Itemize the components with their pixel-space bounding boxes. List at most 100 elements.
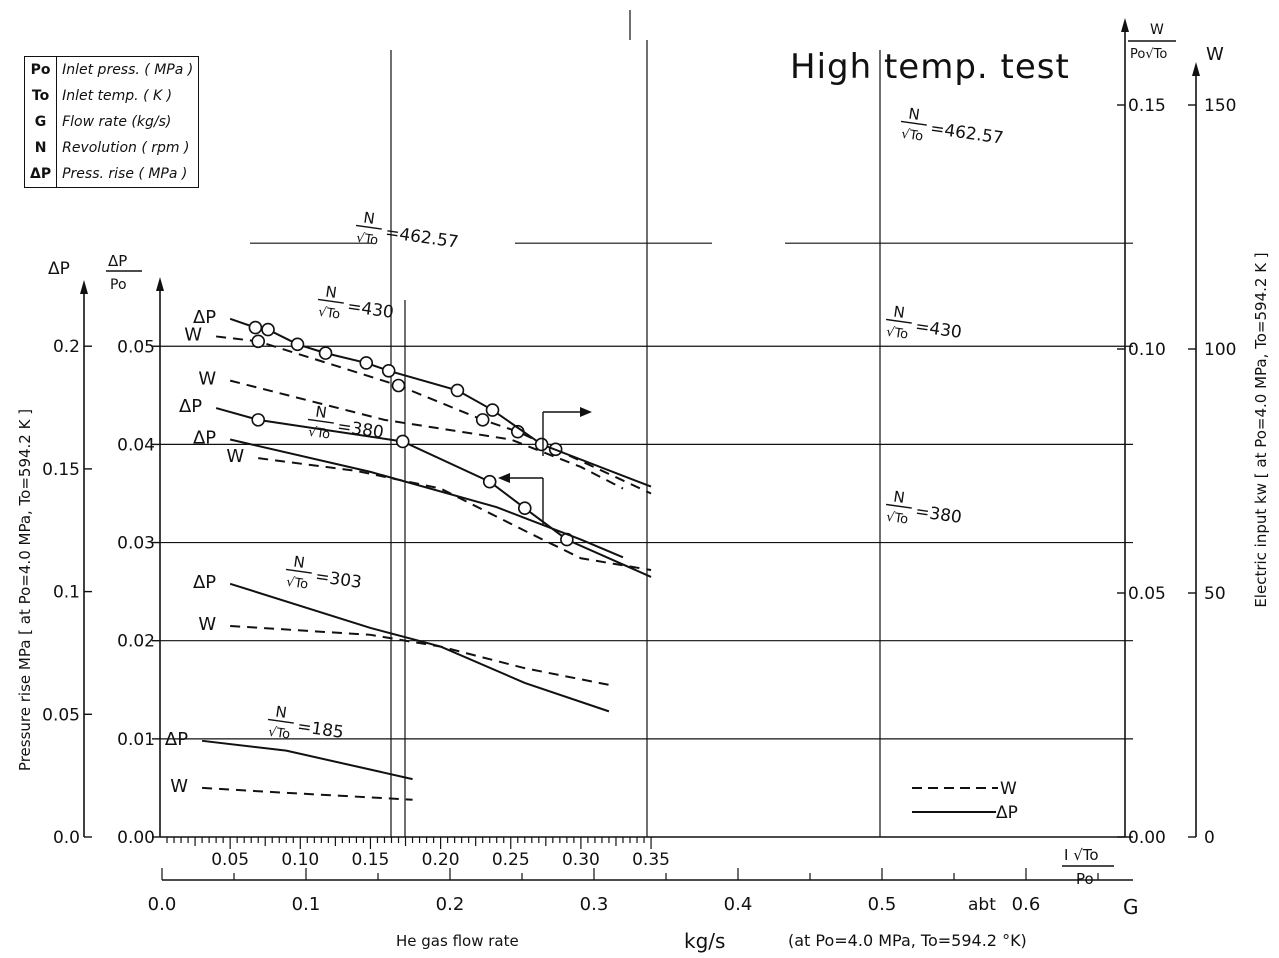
x-flow-tick-label: 0.0 xyxy=(148,894,177,915)
data-point-marker xyxy=(450,383,465,398)
speed-annotation-den: √To xyxy=(900,127,924,145)
data-point-marker xyxy=(290,337,305,352)
right-inner-tick-label: 0.05 xyxy=(1128,584,1166,604)
series-line-w xyxy=(216,335,652,495)
speed-annotation-bar xyxy=(285,568,312,574)
speed-annotation-value: =462.57 xyxy=(384,223,460,253)
left-outer-axis-arrow xyxy=(80,280,88,294)
right-outer-tick-label: 0 xyxy=(1204,828,1215,848)
x-flow-tick-label: 0.1 xyxy=(292,894,321,915)
series-line-w xyxy=(202,786,413,801)
data-point-marker xyxy=(485,403,500,417)
legend-description: Revolution ( rpm ) xyxy=(56,135,200,161)
speed-annotation-value: =430 xyxy=(346,297,395,323)
speed-annotation-n: N xyxy=(324,283,338,302)
legend-w-label: W xyxy=(1000,779,1017,799)
series-line-dp xyxy=(201,739,413,781)
data-point-marker xyxy=(261,322,275,337)
legend-description: Press. rise ( MPa ) xyxy=(56,161,200,188)
speed-annotation-n: N xyxy=(892,303,906,322)
x-flow-axis-condition: (at Po=4.0 MPa, To=594.2 °K) xyxy=(788,931,1027,950)
symbol-legend-table: Po Inlet press. ( MPa ) To Inlet temp. (… xyxy=(23,56,200,188)
series-label: ΔP xyxy=(193,572,216,593)
x-reduced-tick-label: 0.05 xyxy=(211,850,249,870)
x-flow-axis-label: He gas flow rate xyxy=(396,932,519,950)
left-outer-axis-symbol: ΔP xyxy=(48,259,70,279)
data-point-marker xyxy=(391,378,406,393)
x-reduced-tick-label: 0.20 xyxy=(422,850,460,870)
speed-annotation-n: N xyxy=(314,403,328,422)
legend-row: N Revolution ( rpm ) xyxy=(23,135,200,161)
x-flow-axis-end-label: G xyxy=(1123,895,1139,919)
x-flow-tick-label: 0.5 xyxy=(868,894,897,915)
legend-row: ΔP Press. rise ( MPa ) xyxy=(23,161,200,188)
left-inner-tick-label: 0.01 xyxy=(117,730,155,750)
data-point-marker xyxy=(251,413,266,427)
speed-annotation-bar xyxy=(900,120,927,126)
speed-annotation: N √To =462.57 xyxy=(355,209,460,253)
speed-annotation-den: √To xyxy=(885,510,909,528)
left-inner-axis-symbol-top: ΔP xyxy=(108,252,127,270)
speed-annotation-den: √To xyxy=(355,231,379,249)
speed-annotation-den: √To xyxy=(307,425,331,443)
x-reduced-tick-label: 0.15 xyxy=(352,850,390,870)
speed-annotation-bar xyxy=(885,318,912,324)
data-point-marker xyxy=(381,363,396,378)
legend-description: Inlet temp. ( K ) xyxy=(56,83,200,109)
left-outer-axis-label: Pressure rise MPa [ at Po=4.0 MPa, To=59… xyxy=(16,409,34,771)
series-label: W xyxy=(170,776,188,797)
speed-annotation: N √To =303 xyxy=(285,553,363,593)
right-outer-tick-label: 150 xyxy=(1204,96,1236,116)
left-inner-tick-label: 0.05 xyxy=(117,337,155,357)
speed-annotation-bar xyxy=(355,224,382,230)
speed-annotation-n: N xyxy=(907,105,921,124)
legend-symbol: G xyxy=(23,109,58,135)
left-outer-tick-label: 0.1 xyxy=(53,583,80,603)
speed-annotation-den: √To xyxy=(267,725,291,743)
x-reduced-axis-label-top: I √To xyxy=(1064,846,1099,864)
speed-annotation-n: N xyxy=(274,703,288,722)
series-label: W xyxy=(226,446,244,467)
x-flow-tick-label: 0.2 xyxy=(436,894,465,915)
right-outer-tick-label: 100 xyxy=(1204,340,1236,360)
legend-symbol: ΔP xyxy=(23,161,58,188)
data-point-marker xyxy=(475,413,490,427)
right-outer-tick-label: 50 xyxy=(1204,584,1226,604)
right-inner-tick-label: 0.10 xyxy=(1128,340,1166,360)
left-outer-tick-label: 0.0 xyxy=(53,828,80,848)
speed-annotation-n: N xyxy=(362,209,376,228)
x-reduced-axis-label-bottom: Po xyxy=(1076,870,1094,888)
legend-description: Flow rate (kg/s) xyxy=(56,109,200,135)
speed-annotation-n: N xyxy=(292,553,306,572)
chart-title: High temp. test xyxy=(790,47,1070,87)
left-outer-tick-label: 0.2 xyxy=(53,337,80,357)
speed-annotation-bar xyxy=(307,418,334,424)
speed-annotation-den: √To xyxy=(285,575,309,593)
left-inner-tick-label: 0.02 xyxy=(117,632,155,652)
speed-annotation-n: N xyxy=(892,488,906,507)
series-label: W xyxy=(184,324,202,345)
speed-annotation-den: √To xyxy=(885,325,909,343)
speed-annotation: N √To =380 xyxy=(885,488,963,528)
right-inner-tick-label: 0.00 xyxy=(1128,828,1166,848)
data-point-marker xyxy=(395,434,410,449)
data-point-marker xyxy=(517,501,532,515)
series-line-w xyxy=(258,457,652,572)
legend-row: G Flow rate (kg/s) xyxy=(23,109,200,135)
series-line-dp xyxy=(229,438,624,559)
speed-annotation: N √To =380 xyxy=(307,403,385,443)
series-label: ΔP xyxy=(179,396,202,417)
legend-symbol: Po xyxy=(23,56,58,83)
left-outer-tick-label: 0.05 xyxy=(42,705,80,725)
series-line-w xyxy=(229,379,624,490)
legend-description: Inlet press. ( MPa ) xyxy=(56,56,200,83)
legend-row: To Inlet temp. ( K ) xyxy=(23,83,200,109)
speed-annotation-den: √To xyxy=(317,305,341,323)
series-label: ΔP xyxy=(193,427,216,448)
speed-annotation-value: =380 xyxy=(336,417,385,443)
data-point-marker xyxy=(248,320,263,335)
axis-indicator-left-arrow xyxy=(498,473,510,483)
left-inner-tick-label: 0.04 xyxy=(117,435,155,455)
x-reduced-tick-label: 0.25 xyxy=(492,850,530,870)
